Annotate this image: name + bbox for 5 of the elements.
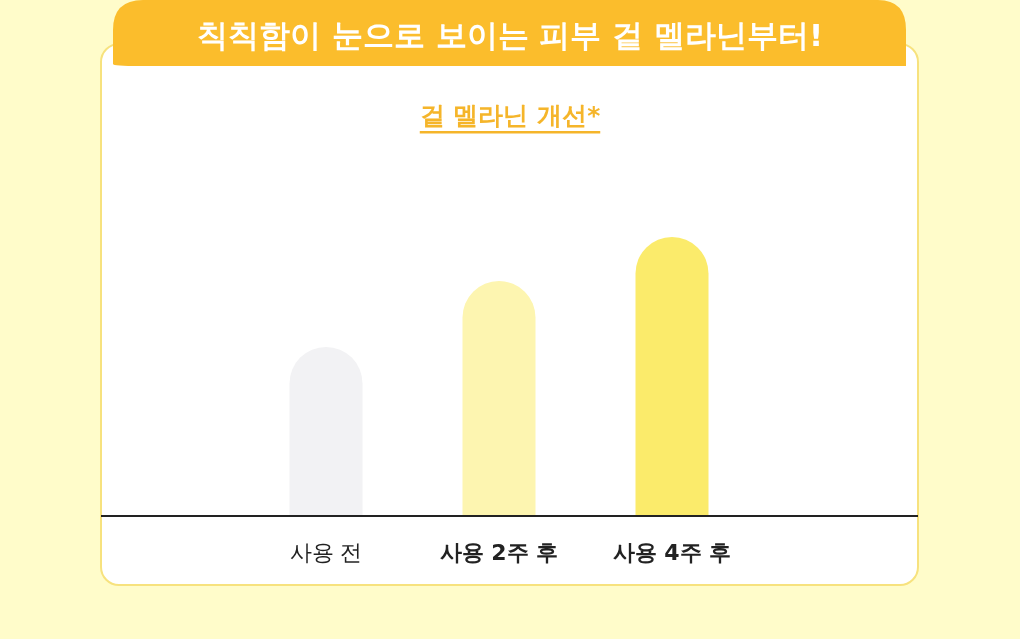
chart-title: 칙칙함이 눈으로 보이는 피부 겉 멜라닌부터! bbox=[196, 17, 824, 53]
chart-subtitle: 겉 멜라닌 개선* bbox=[419, 101, 601, 130]
x-tick-label: 사용 4주 후 bbox=[612, 540, 732, 565]
x-tick-label: 사용 전 bbox=[289, 540, 363, 565]
x-tick-label: 사용 2주 후 bbox=[439, 540, 559, 565]
